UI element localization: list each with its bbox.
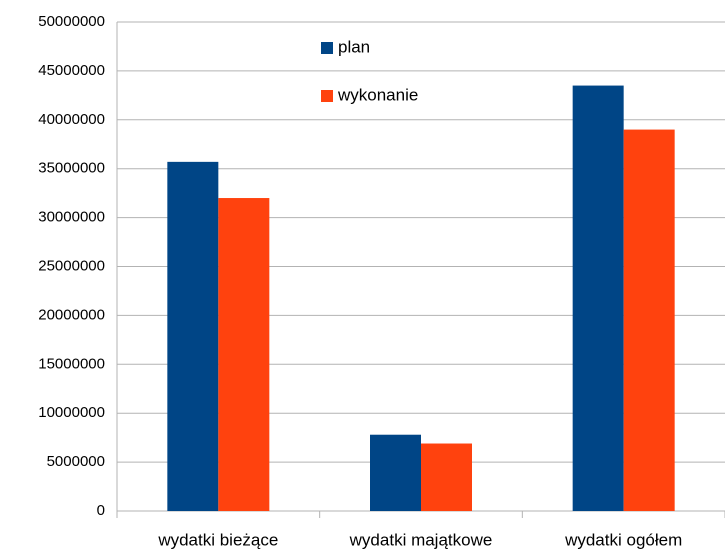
x-tick-label: wydatki majątkowe — [349, 530, 493, 549]
y-tick-label: 0 — [97, 502, 105, 519]
y-tick-label: 5000000 — [47, 453, 105, 470]
y-tick-label: 25000000 — [38, 257, 105, 274]
y-tick-label: 40000000 — [38, 111, 105, 128]
y-tick-label: 50000000 — [38, 13, 105, 30]
bar — [623, 129, 675, 511]
bar — [421, 443, 472, 511]
bar — [167, 161, 219, 511]
y-tick-label: 30000000 — [38, 209, 105, 226]
x-tick-label: wydatki ogółem — [564, 530, 682, 549]
y-tick-label: 10000000 — [38, 404, 105, 421]
legend-label: plan — [338, 37, 370, 56]
bar — [218, 198, 270, 512]
x-tick-label: wydatki bieżące — [157, 530, 278, 549]
y-tick-label: 20000000 — [38, 306, 105, 323]
y-tick-label: 45000000 — [38, 62, 105, 79]
legend-swatch — [321, 90, 333, 102]
legend-label: wykonanie — [337, 85, 418, 104]
bar — [370, 434, 421, 511]
legend-swatch — [321, 42, 333, 54]
y-tick-label: 15000000 — [38, 355, 105, 372]
y-tick-label: 35000000 — [38, 160, 105, 177]
bar — [572, 85, 624, 511]
